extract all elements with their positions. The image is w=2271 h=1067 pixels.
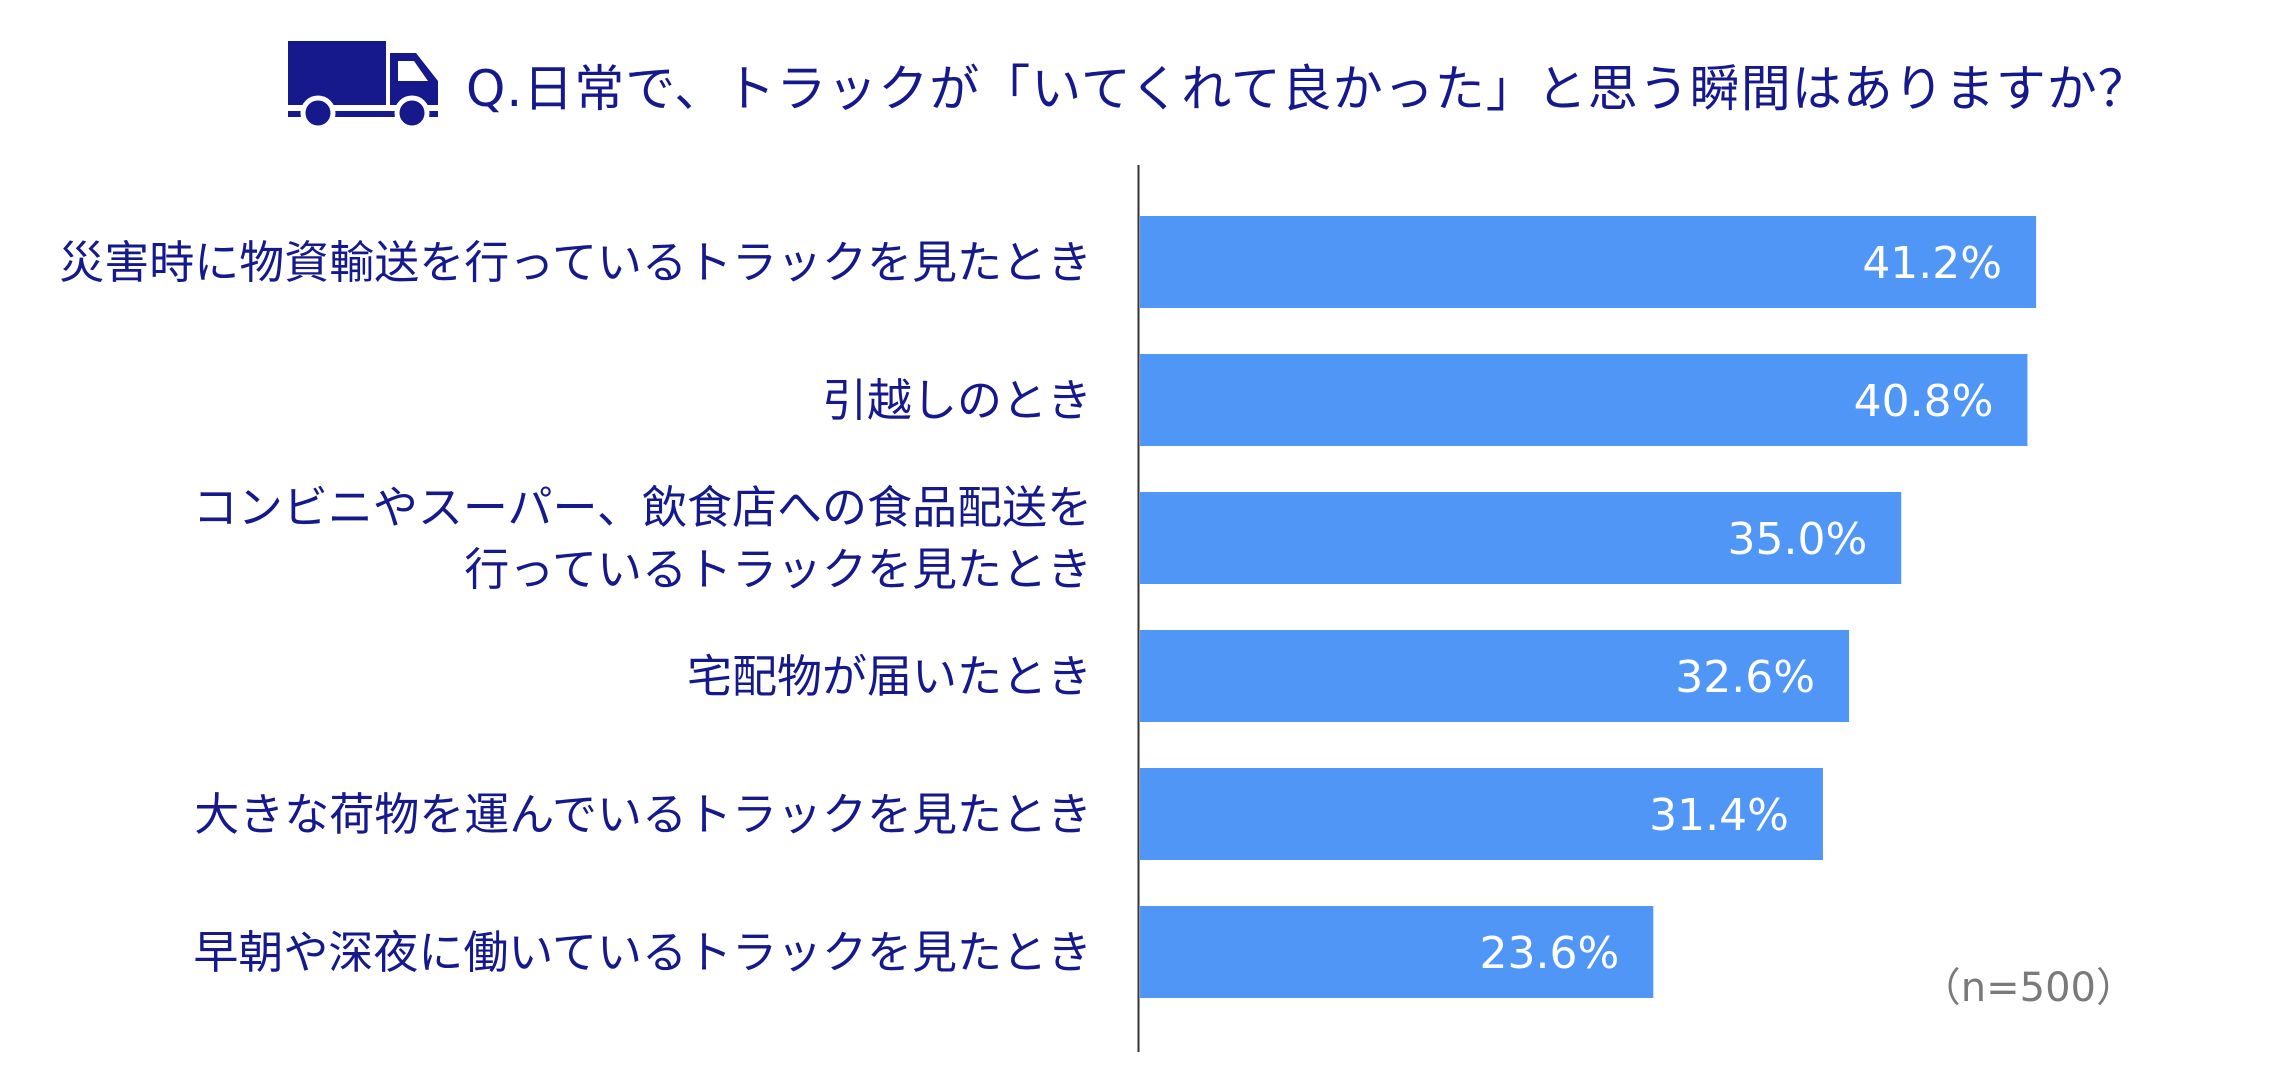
- bar-6: [1140, 906, 1654, 998]
- bar-5: [1140, 768, 1823, 860]
- category-label-line: コンビニやスーパー、飲食店への食品配送を: [193, 481, 1092, 534]
- category-label-line: 宅配物が届いたとき: [687, 650, 1092, 703]
- value-labels-group: 41.2% 40.8% 35.0% 32.6% 31.4% 23.6%: [1480, 238, 2003, 979]
- category-label-6: 早朝や深夜に働いているトラックを見たとき: [193, 926, 1092, 979]
- sample-size-note: （n=500）: [1920, 965, 2136, 1011]
- category-label-line: 早朝や深夜に働いているトラックを見たとき: [193, 926, 1092, 979]
- category-label-4: 宅配物が届いたとき: [687, 650, 1092, 703]
- category-labels-group: 災害時に物資輸送を行っているトラックを見たとき引越しのときコンビニやスーパー、飲…: [59, 236, 1092, 979]
- chart-title: Q.日常で、トラックが「いてくれて良かった」と思う瞬間はありますか？: [466, 60, 2149, 118]
- value-label-4: 32.6%: [1675, 652, 1815, 703]
- value-label-1: 41.2%: [1862, 238, 2002, 289]
- chart-title-row: Q.日常で、トラックが「いてくれて良かった」と思う瞬間はありますか？: [288, 40, 2149, 130]
- value-label-2: 40.8%: [1854, 376, 1994, 427]
- bar-1: [1140, 216, 2037, 308]
- category-label-1: 災害時に物資輸送を行っているトラックを見たとき: [59, 236, 1092, 289]
- bar-4: [1140, 630, 1850, 722]
- category-label-line: 災害時に物資輸送を行っているトラックを見たとき: [59, 236, 1092, 289]
- value-label-5: 31.4%: [1649, 790, 1789, 841]
- truck-icon: [288, 41, 438, 129]
- category-label-line: 大きな荷物を運んでいるトラックを見たとき: [194, 788, 1092, 841]
- bars-group: [1140, 216, 2037, 998]
- category-label-line: 行っているトラックを見たとき: [464, 543, 1092, 596]
- bar-3: [1140, 492, 1902, 584]
- category-label-5: 大きな荷物を運んでいるトラックを見たとき: [194, 788, 1092, 841]
- bar-2: [1140, 354, 2028, 446]
- category-label-2: 引越しのとき: [822, 374, 1092, 427]
- category-label-3: コンビニやスーパー、飲食店への食品配送を行っているトラックを見たとき: [193, 481, 1092, 596]
- value-label-3: 35.0%: [1727, 514, 1867, 565]
- value-label-6: 23.6%: [1480, 928, 1620, 979]
- category-label-line: 引越しのとき: [822, 374, 1092, 427]
